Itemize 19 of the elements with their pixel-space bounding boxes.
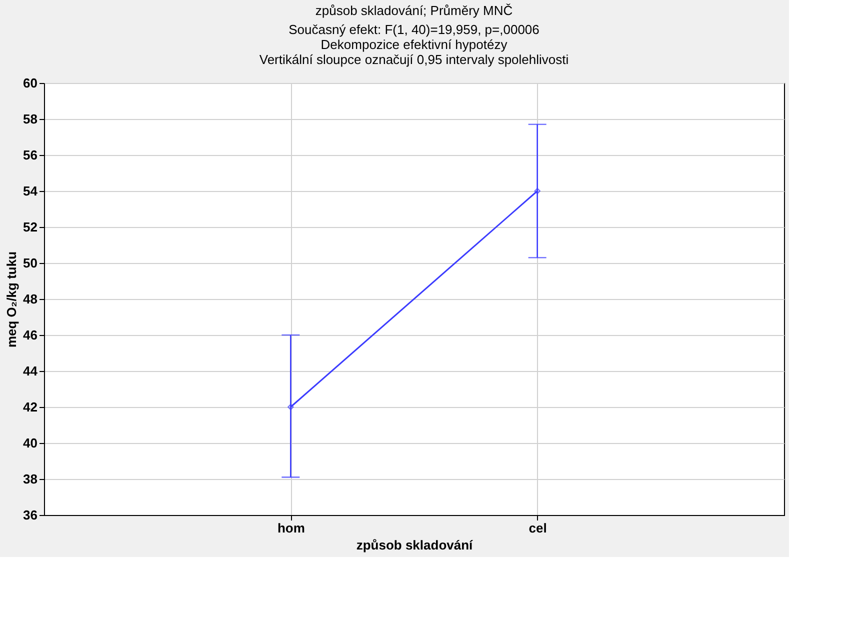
y-tick-label: 50 [23, 256, 38, 270]
chart-subtitle: Současný efekt: F(1, 40)=19,959, p=,00006 Dekompozice efektivní hypotézy Vertikální sloupce označují 0,95 intervaly spolehlivosti [259, 22, 569, 67]
y-tick-label: 58 [23, 112, 38, 126]
x-tick-label: hom [277, 520, 305, 536]
y-tick-label: 48 [23, 292, 38, 306]
y-tick-label: 60 [23, 76, 38, 90]
y-tick-label: 54 [23, 184, 38, 198]
x-axis-title: způsob skladování [356, 538, 474, 552]
y-tick-label: 46 [23, 328, 38, 342]
y-tick-label: 38 [23, 472, 38, 486]
y-tick-label: 44 [23, 364, 38, 378]
chart-title: způsob skladování; Průměry MNČ [315, 3, 513, 18]
y-tick-label: 52 [23, 220, 38, 234]
y-axis-title: meq O₂/kg tuku [4, 251, 20, 348]
y-tick-label: 42 [23, 400, 38, 414]
x-tick-label: cel [528, 520, 547, 536]
y-tick-label: 40 [23, 436, 38, 450]
y-tick-label: 56 [23, 148, 38, 162]
y-tick-label: 36 [23, 508, 38, 522]
